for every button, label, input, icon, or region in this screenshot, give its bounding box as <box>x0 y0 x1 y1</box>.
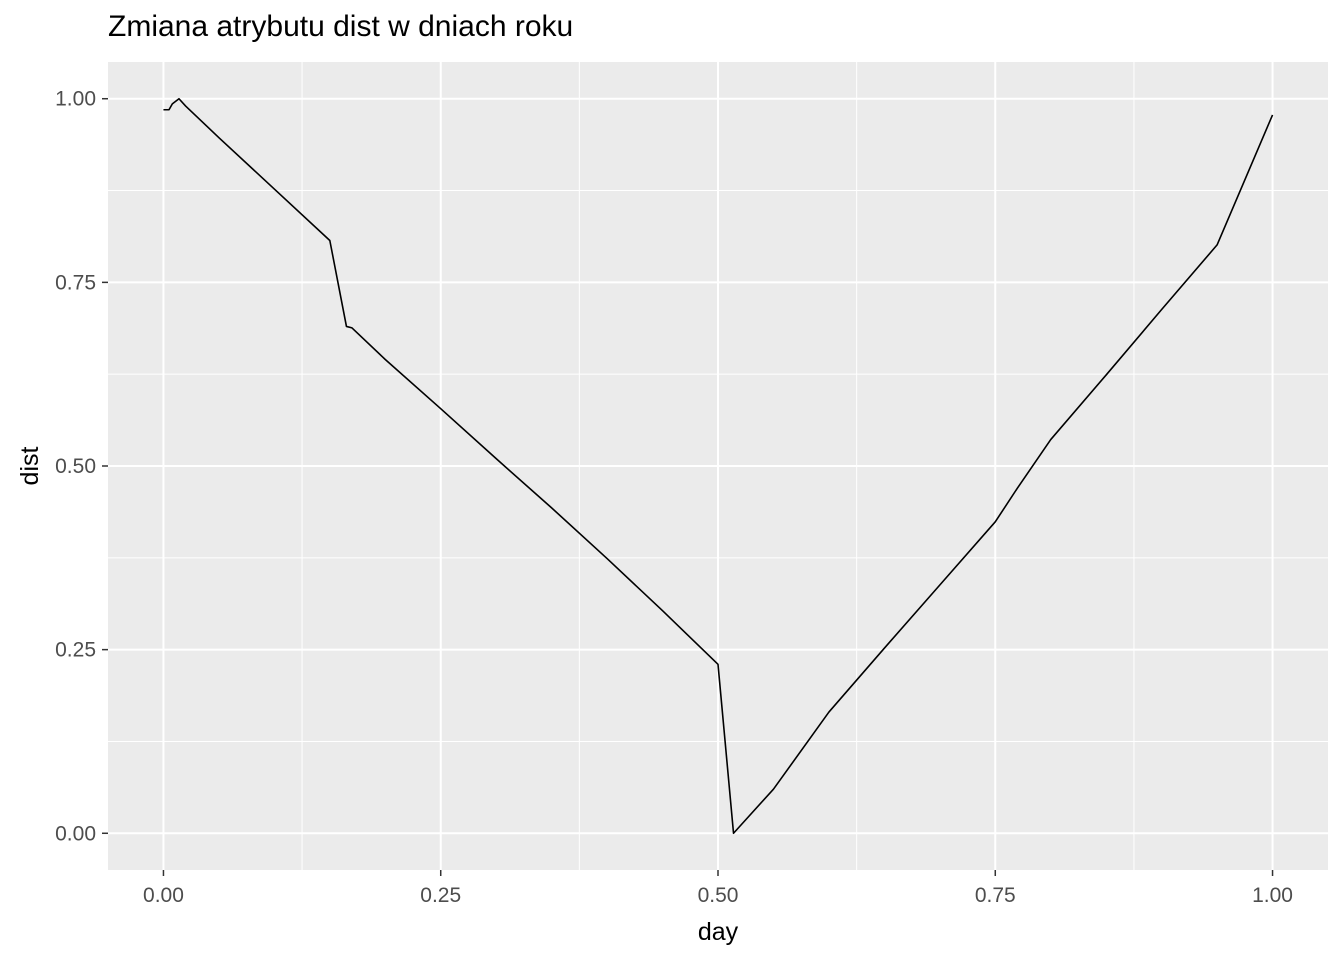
major-gridlines <box>108 62 1328 870</box>
x-tick-label: 1.00 <box>1252 884 1293 907</box>
y-tick-label: 1.00 <box>55 88 96 111</box>
y-axis-title: dist <box>16 446 44 485</box>
chart-title: Zmiana atrybutu dist w dniach roku <box>108 10 574 43</box>
x-axis-title: day <box>698 918 739 946</box>
x-tick-label: 0.50 <box>698 884 739 907</box>
y-tick-label: 0.25 <box>55 639 96 662</box>
x-tick-label: 0.25 <box>420 884 461 907</box>
y-tick-label: 0.75 <box>55 271 96 294</box>
y-axis: 0.00 0.25 0.50 0.75 1.00 <box>55 88 108 845</box>
x-axis: 0.00 0.25 0.50 0.75 1.00 <box>143 870 1293 907</box>
y-tick-label: 0.50 <box>55 455 96 478</box>
series-line <box>163 97 1274 835</box>
x-tick-label: 0.00 <box>143 884 184 907</box>
y-tick-label: 0.00 <box>55 822 96 845</box>
x-tick-label: 0.75 <box>975 884 1016 907</box>
